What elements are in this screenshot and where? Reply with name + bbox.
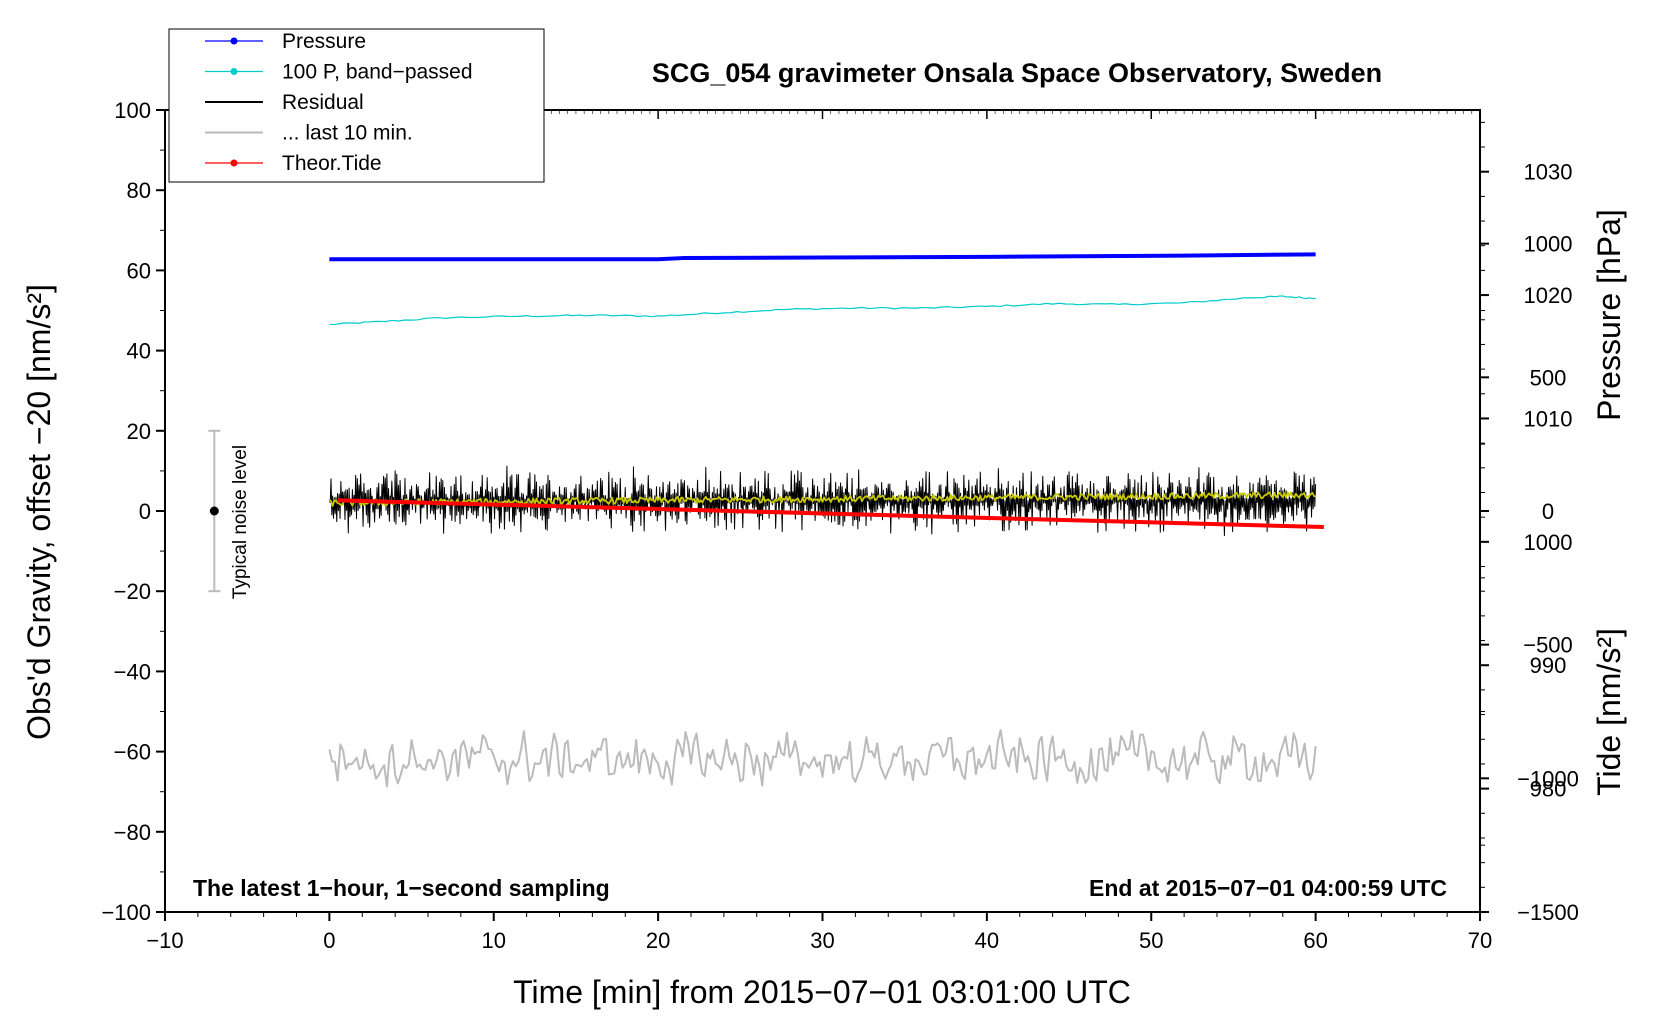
legend-box (168, 28, 545, 183)
y-tick-label: −60 (114, 740, 151, 765)
y-tick-label: −80 (114, 820, 151, 845)
tide-tick-label: 0 (1542, 499, 1554, 524)
series-last-10-min (328, 729, 1317, 788)
y-tick-label: 40 (127, 339, 151, 364)
tide-tick-label: −500 (1523, 633, 1573, 658)
y-tick-label: 100 (114, 98, 151, 123)
x-tick-label: 60 (1303, 928, 1327, 953)
legend-label: ... last 10 min. (282, 122, 413, 145)
sampling-note: The latest 1−hour, 1−second sampling (193, 875, 610, 901)
x-tick-label: 0 (323, 928, 335, 953)
pressure-tick-label: 1020 (1524, 283, 1573, 308)
y-tick-label: 20 (127, 419, 151, 444)
legend: Pressure 100 P, band−passed Residual ... la… (168, 28, 545, 183)
end-time-note: End at 2015−07−01 04:00:59 UTC (1089, 875, 1447, 901)
series-theor-tide (337, 498, 1324, 530)
pressure-tick-label: 1030 (1524, 160, 1573, 185)
pressure-tick-label: 1000 (1524, 530, 1573, 555)
pressure-axis-title: Pressure [hPa] (1591, 209, 1627, 421)
noise-bar (208, 429, 221, 593)
chart-title: SCG_054 gravimeter Onsala Space Observat… (652, 58, 1382, 88)
y-tick-label: −100 (101, 900, 151, 925)
pressure-tick-label: 1010 (1524, 406, 1573, 431)
series-residual (328, 465, 1317, 537)
x-tick-label: 50 (1139, 928, 1163, 953)
x-tick-label: 70 (1468, 928, 1492, 953)
tide-tick-label: −1000 (1517, 766, 1579, 791)
legend-label: Pressure (282, 30, 366, 53)
legend-marker (230, 68, 238, 75)
tide-tick-label: 500 (1530, 365, 1567, 390)
pressure-tick-label: 990 (1530, 653, 1567, 678)
legend-items: Pressure 100 P, band−passed Residual ... la… (205, 30, 473, 175)
x-axis-title: Time [min] from 2015−07−01 03:01:00 UTC (513, 974, 1131, 1010)
y-tick-label: 80 (127, 178, 151, 203)
series-pressure (329, 252, 1316, 262)
y-tick-label: 60 (127, 258, 151, 283)
noise-bar-center (209, 506, 219, 516)
y-tick-label: −20 (114, 579, 151, 604)
noise-level-label: Typical noise level (230, 445, 251, 599)
legend-marker (230, 159, 238, 167)
x-tick-label: 40 (975, 928, 999, 953)
x-tick-label: 10 (482, 928, 506, 953)
tide-tick-label: 1000 (1524, 232, 1573, 257)
tide-axis-title: Tide [nm/s²] (1591, 628, 1627, 796)
legend-label: 100 P, band−passed (282, 61, 473, 84)
x-tick-label: −10 (146, 928, 183, 953)
series-residual-smoothed (328, 491, 1316, 507)
pressure-tick-label: 980 (1530, 777, 1567, 802)
tide-tick-label: −1500 (1517, 900, 1579, 925)
y-tick-label: −40 (114, 659, 151, 684)
y-axis-title: Obs'd Gravity, offset −20 [nm/s²] (21, 284, 57, 740)
legend-marker (230, 37, 238, 45)
series-band-passed (329, 295, 1316, 326)
ticks: −10 0 10 20 30 40 50 60 70−100−80−60−40−20020406… (101, 98, 1578, 953)
x-tick-label: 30 (810, 928, 834, 953)
legend-label: Residual (282, 91, 364, 114)
y-tick-label: 0 (139, 499, 151, 524)
series-layer (328, 252, 1324, 788)
legend-label: Theor.Tide (282, 152, 382, 175)
x-tick-label: 20 (646, 928, 670, 953)
